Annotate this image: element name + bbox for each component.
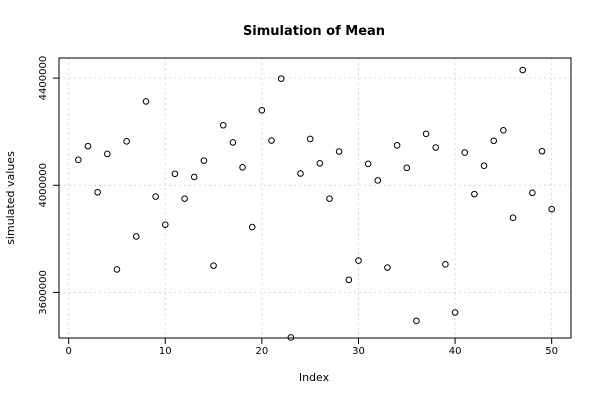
data-point [529,189,536,197]
y-tick-label: 4400000 [38,56,49,101]
data-point [75,156,82,164]
data-point [355,257,362,264]
data-point [509,214,517,221]
x-tick-label: 20 [256,346,269,357]
y-tick-label: 4000000 [38,163,49,208]
x-tick-label: 40 [449,346,462,357]
data-point [442,261,449,268]
data-point [181,195,188,202]
plot-frame [58,57,572,339]
data-point [123,138,130,145]
data-point [548,205,555,213]
data-point [384,264,391,271]
data-point [316,160,324,167]
x-tick-label: 10 [159,346,172,357]
x-tick-label: 30 [352,346,365,357]
data-point [297,170,304,177]
data-point [268,137,275,144]
data-point [142,98,150,105]
y-axis-label: simulated values [4,151,17,245]
data-point [190,173,198,181]
data-point [413,317,420,325]
data-point [500,127,507,134]
data-point [519,66,526,74]
data-point [161,221,169,228]
data-point [471,190,478,198]
grid-layer [59,58,571,338]
data-point [171,170,179,178]
data-point [258,106,266,114]
data-point [335,148,343,155]
data-points [75,66,555,341]
data-point [200,157,208,164]
data-point [422,130,430,138]
x-axis: 0 10 20 30 40 50 [65,338,558,357]
data-point [306,135,314,143]
y-axis: 3600000 4000000 4400000 [38,56,59,315]
data-point [451,309,459,316]
data-point [345,276,353,284]
data-point [239,164,246,171]
chart-title: Simulation of Mean [243,24,385,39]
data-point [432,144,440,151]
data-point [210,262,217,269]
data-point [277,75,285,82]
data-point [94,188,101,196]
x-tick-label: 0 [65,346,71,357]
y-tick-label: 3600000 [38,270,49,315]
data-point [132,233,140,240]
data-point [229,139,237,146]
data-point [248,223,256,231]
x-axis-label: Index [299,371,330,384]
data-point [393,142,401,149]
data-point [490,137,498,145]
data-point [152,193,159,200]
data-point [84,142,92,150]
data-point [104,150,111,158]
data-point [480,162,488,170]
data-point [538,147,546,155]
x-tick-label: 50 [545,346,558,357]
data-point [113,266,121,273]
data-point [287,334,295,341]
data-point [461,149,469,156]
data-point [326,195,333,202]
data-point [219,121,227,129]
data-point [403,164,411,172]
data-point [374,177,382,184]
data-point [364,160,372,168]
